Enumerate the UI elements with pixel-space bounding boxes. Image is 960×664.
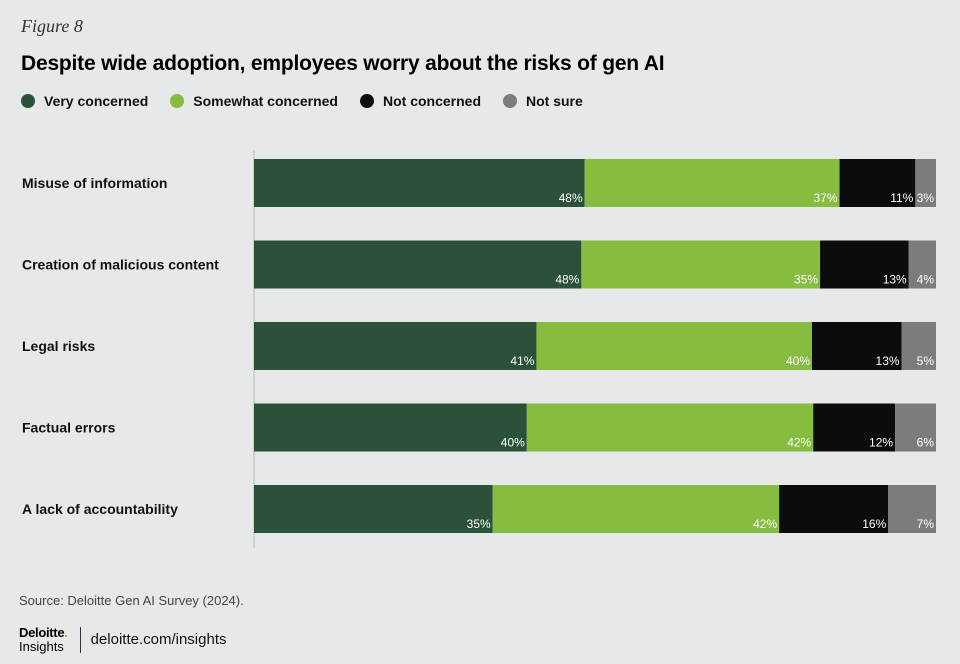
category-label: Creation of malicious content — [22, 257, 219, 273]
legend-item: Not sure — [503, 93, 583, 109]
data-label: 41% — [510, 354, 534, 368]
legend-swatch — [170, 94, 185, 108]
bar-segment — [254, 403, 527, 452]
stacked-bar-chart: Misuse of information 48% 37% 11% 3% Creation… — [22, 150, 936, 548]
bar-segment — [812, 322, 902, 370]
chart-svg: Misuse of information 48% 37% 11% 3% Creation… — [22, 150, 936, 548]
data-label: 4% — [917, 273, 935, 287]
data-label: 6% — [917, 436, 935, 450]
bar-segment — [254, 485, 493, 533]
bar-segment — [254, 240, 582, 289]
legend-label: Very concerned — [44, 93, 149, 109]
footer: Deloitte. Insights deloitte.com/insights — [19, 626, 227, 653]
legend-label: Not concerned — [382, 93, 481, 109]
bar-segment — [901, 322, 936, 370]
data-label: 35% — [794, 273, 818, 287]
legend-swatch — [359, 94, 374, 108]
legend-item: Somewhat concerned — [170, 93, 338, 109]
data-label: 37% — [814, 191, 838, 205]
data-label: 5% — [917, 354, 935, 368]
legend-item: Very concerned — [21, 93, 148, 109]
category-label: Legal risks — [22, 338, 95, 354]
data-label: 12% — [869, 436, 893, 450]
bar-segment — [820, 240, 909, 289]
legend-label: Not sure — [526, 93, 583, 109]
category-label: Factual errors — [22, 420, 116, 436]
chart-title: Despite wide adoption, employees worry a… — [21, 52, 665, 75]
data-label: 48% — [559, 191, 583, 205]
data-label: 11% — [890, 191, 913, 205]
data-label: 40% — [501, 436, 525, 450]
category-label: A lack of accountability — [22, 501, 178, 517]
bar-segment — [254, 322, 537, 370]
bar-segment — [581, 240, 821, 289]
data-label: 42% — [753, 517, 777, 531]
figure-label: Figure 8 — [21, 16, 83, 36]
legend-swatch — [503, 94, 517, 108]
bar-segment — [839, 159, 916, 207]
bar-segment — [908, 240, 936, 289]
footer-url[interactable]: deloitte.com/insights — [90, 631, 227, 648]
bar-segment — [915, 159, 936, 207]
bar-segment — [526, 403, 814, 452]
bar-segment — [584, 159, 840, 207]
data-label: 7% — [917, 517, 935, 531]
data-label: 13% — [883, 273, 907, 287]
bar-segment — [254, 159, 585, 207]
data-label: 40% — [786, 354, 810, 368]
logo-word: Deloitte. — [19, 625, 68, 640]
data-label: 3% — [917, 191, 935, 205]
legend-swatch — [21, 94, 35, 108]
chart-legend: Very concerned Somewhat concerned Not conc… — [21, 93, 605, 109]
data-label: 16% — [862, 517, 886, 531]
footer-divider — [79, 626, 81, 653]
deloitte-logo: Deloitte. Insights — [19, 626, 68, 653]
legend-label: Somewhat concerned — [193, 93, 338, 109]
source-note: Source: Deloitte Gen AI Survey (2024). — [19, 593, 244, 608]
logo-sub: Insights — [19, 639, 64, 654]
data-label: 48% — [555, 273, 579, 287]
data-label: 35% — [467, 517, 491, 531]
bar-segment — [813, 403, 896, 452]
data-label: 42% — [787, 436, 811, 450]
bar-segment — [492, 485, 780, 533]
data-label: 13% — [876, 354, 900, 368]
category-label: Misuse of information — [22, 175, 167, 191]
bar-segment — [779, 485, 889, 533]
bar-segment — [536, 322, 812, 370]
bar-segment — [895, 403, 936, 452]
bar-segment — [888, 485, 936, 533]
legend-item: Not concerned — [359, 93, 481, 109]
